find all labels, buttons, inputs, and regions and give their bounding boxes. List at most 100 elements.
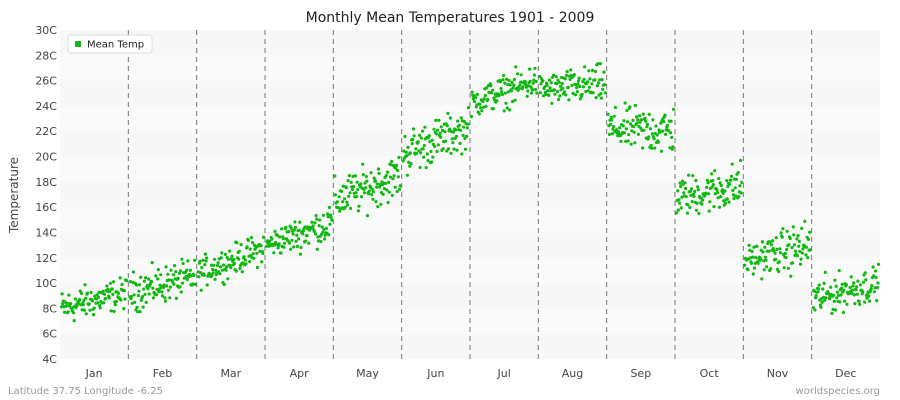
data-point <box>801 247 805 251</box>
data-point <box>397 155 401 160</box>
data-point <box>267 239 272 243</box>
data-point <box>433 144 437 148</box>
data-point <box>255 251 259 255</box>
data-point <box>769 267 773 271</box>
data-point <box>503 91 507 95</box>
data-point <box>287 230 291 234</box>
data-point <box>500 92 504 97</box>
data-point <box>395 189 399 194</box>
data-point <box>411 137 415 142</box>
data-point <box>211 267 215 272</box>
data-point <box>449 151 453 155</box>
data-point <box>232 258 236 262</box>
data-point <box>434 132 438 136</box>
data-point <box>439 125 443 129</box>
data-point <box>462 119 466 124</box>
data-point <box>684 195 688 199</box>
data-point <box>404 150 408 154</box>
data-point <box>626 139 630 143</box>
data-point <box>641 146 645 150</box>
data-point <box>348 191 352 195</box>
data-point <box>777 260 781 264</box>
data-point <box>512 77 517 82</box>
data-point <box>373 179 377 183</box>
data-point <box>136 310 140 314</box>
data-point <box>90 299 94 303</box>
data-point <box>177 271 181 275</box>
data-point <box>843 299 847 303</box>
data-point <box>198 259 202 263</box>
data-point <box>676 189 680 193</box>
data-point <box>414 151 419 156</box>
data-point <box>419 151 423 155</box>
data-point <box>144 300 148 304</box>
data-point <box>146 287 150 291</box>
data-point <box>229 266 233 270</box>
data-point <box>370 187 374 191</box>
y-tick-label: 10C <box>35 277 57 290</box>
data-point <box>598 78 602 82</box>
data-point <box>792 233 796 237</box>
data-point <box>748 248 752 252</box>
data-point <box>240 270 244 274</box>
data-point <box>590 82 594 86</box>
data-point <box>644 119 648 123</box>
data-point <box>374 200 378 204</box>
data-point <box>747 243 751 247</box>
data-point <box>628 122 633 126</box>
data-point <box>852 281 856 285</box>
data-point <box>110 287 114 291</box>
data-point <box>319 239 323 244</box>
data-point <box>754 256 758 260</box>
data-point <box>587 69 591 73</box>
data-point <box>385 188 389 192</box>
data-point <box>72 319 76 323</box>
y-tick-label: 22C <box>35 125 57 138</box>
data-point <box>426 159 430 163</box>
data-point <box>307 241 311 245</box>
data-point <box>204 259 208 263</box>
data-point <box>80 308 84 312</box>
data-point <box>870 284 874 288</box>
data-point <box>130 295 134 299</box>
data-point <box>827 292 831 296</box>
data-point <box>234 269 238 273</box>
data-point <box>852 293 856 297</box>
data-point <box>517 86 521 90</box>
data-point <box>138 310 142 314</box>
data-point <box>625 120 630 124</box>
data-point <box>763 245 767 249</box>
data-point <box>633 141 637 145</box>
data-point <box>485 86 489 90</box>
data-point <box>239 243 243 247</box>
x-tick-label: Dec <box>835 367 856 380</box>
data-point <box>424 166 428 170</box>
data-point <box>107 296 111 300</box>
data-point <box>272 251 276 255</box>
data-point <box>555 82 559 86</box>
data-point <box>168 296 172 300</box>
data-point <box>554 75 558 79</box>
data-point <box>850 288 855 292</box>
data-point <box>661 129 665 133</box>
data-point <box>259 244 263 248</box>
grid-band <box>60 131 880 157</box>
x-tick-label: Jul <box>497 367 511 380</box>
data-point <box>346 179 350 183</box>
data-point <box>855 285 859 289</box>
data-point <box>396 168 400 173</box>
data-point <box>774 257 778 261</box>
data-point <box>794 249 798 253</box>
data-point <box>111 292 115 296</box>
data-point <box>749 261 754 265</box>
data-point <box>534 87 538 92</box>
data-point <box>116 291 120 295</box>
y-tick-label: 30C <box>35 24 57 37</box>
data-point <box>154 293 159 297</box>
data-point <box>677 198 681 202</box>
data-point <box>651 118 655 122</box>
data-point <box>205 256 209 260</box>
data-point <box>784 255 788 260</box>
data-point <box>806 237 811 241</box>
data-point <box>671 107 676 111</box>
